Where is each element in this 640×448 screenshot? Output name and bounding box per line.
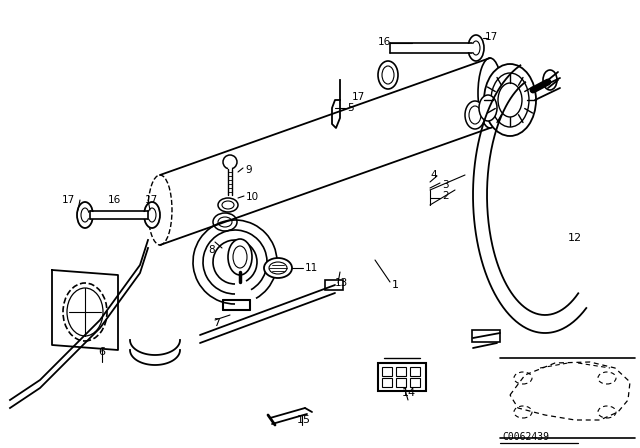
Text: C0062439: C0062439 [502, 432, 549, 442]
Bar [410, 378, 420, 387]
Text: 1: 1 [392, 280, 399, 290]
Ellipse shape [213, 213, 237, 231]
Ellipse shape [264, 258, 292, 278]
Text: 2: 2 [442, 191, 449, 201]
Ellipse shape [465, 101, 485, 129]
Ellipse shape [223, 155, 237, 169]
Text: 17: 17 [352, 92, 365, 102]
Text: 17: 17 [485, 32, 499, 42]
Text: 14: 14 [402, 388, 416, 398]
Text: 3: 3 [442, 180, 449, 190]
Text: 16: 16 [108, 195, 121, 205]
Bar [396, 367, 406, 376]
Ellipse shape [478, 58, 502, 128]
Ellipse shape [63, 283, 107, 341]
Text: 16: 16 [378, 37, 391, 47]
Text: 17: 17 [62, 195, 76, 205]
Text: 5: 5 [347, 103, 354, 113]
Ellipse shape [479, 95, 497, 121]
Text: 17: 17 [145, 195, 158, 205]
Bar [382, 367, 392, 376]
Bar [396, 378, 406, 387]
Ellipse shape [378, 61, 398, 89]
Text: 7: 7 [213, 318, 220, 328]
Text: 6: 6 [98, 347, 105, 357]
Bar [378, 363, 426, 391]
Ellipse shape [468, 35, 484, 61]
Ellipse shape [77, 202, 93, 228]
Text: 15: 15 [297, 415, 311, 425]
Text: 4: 4 [430, 170, 436, 180]
Bar [382, 378, 392, 387]
Ellipse shape [498, 83, 522, 117]
Bar [410, 367, 420, 376]
Ellipse shape [491, 73, 529, 127]
Bar [472, 330, 500, 342]
Text: 8: 8 [208, 245, 214, 255]
Ellipse shape [484, 64, 536, 136]
Ellipse shape [144, 202, 160, 228]
Text: 10: 10 [246, 192, 259, 202]
Text: 11: 11 [305, 263, 318, 273]
Text: 13: 13 [335, 278, 348, 288]
Ellipse shape [228, 239, 252, 275]
Text: 9: 9 [245, 165, 252, 175]
Ellipse shape [218, 198, 238, 212]
Bar [325, 280, 343, 290]
Text: 12: 12 [568, 233, 582, 243]
Ellipse shape [543, 70, 557, 90]
